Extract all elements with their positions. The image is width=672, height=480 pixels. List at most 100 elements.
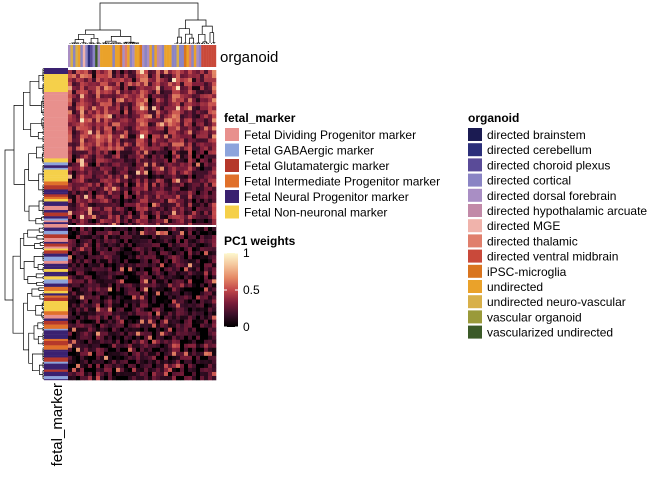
organoid-legend-swatch [468, 219, 482, 233]
heatmap-cell [212, 194, 217, 200]
heatmap-cell [196, 371, 201, 377]
heatmap-cell [112, 146, 117, 151]
heatmap-cell [168, 182, 173, 188]
heatmap-cell [200, 271, 205, 276]
heatmap-cell [156, 122, 161, 127]
heatmap-cell [140, 231, 145, 236]
heatmap-cell [172, 347, 177, 353]
heatmap-cell [108, 194, 113, 200]
heatmap-cell [108, 106, 113, 111]
heatmap-cell [188, 291, 193, 296]
heatmap-cell [124, 206, 129, 212]
heatmap-cell [196, 70, 201, 75]
heatmap-cell [192, 259, 197, 264]
heatmap-cell [152, 247, 157, 252]
heatmap-cell [84, 319, 89, 324]
heatmap-cell [152, 275, 157, 280]
heatmap-cell [168, 174, 173, 180]
heatmap-cell [88, 194, 93, 200]
heatmap-cell [132, 235, 137, 240]
heatmap-cell [120, 351, 125, 357]
heatmap-cell [192, 138, 197, 143]
heatmap-cell [128, 327, 133, 332]
heatmap-cell [68, 150, 73, 155]
heatmap-cell [160, 130, 165, 135]
heatmap-cell [68, 375, 73, 381]
heatmap-cell [92, 110, 97, 115]
organoid-legend-label: undirected neuro-vascular [487, 295, 626, 309]
heatmap-cell [204, 218, 209, 224]
heatmap-cell [92, 210, 97, 216]
heatmap-cell [152, 178, 157, 184]
heatmap-cell [120, 210, 125, 216]
heatmap-cell [116, 235, 121, 240]
heatmap-cell [96, 247, 101, 252]
heatmap-cell [120, 206, 125, 212]
heatmap-cell [140, 174, 145, 180]
heatmap-cell [196, 118, 201, 123]
heatmap-cell [188, 210, 193, 216]
heatmap-cell [164, 182, 169, 188]
heatmap-cell [132, 343, 137, 349]
heatmap-cell [160, 146, 165, 151]
heatmap-cell [184, 158, 189, 163]
heatmap-cell [152, 251, 157, 256]
heatmap-cell [212, 174, 217, 180]
heatmap-cell [148, 311, 153, 316]
heatmap-cell [140, 130, 145, 135]
heatmap-cell [172, 86, 177, 91]
heatmap-cell [208, 323, 213, 328]
heatmap-cell [132, 279, 137, 284]
fetal-marker-annotation-cell [44, 137, 68, 142]
heatmap-cell [148, 202, 153, 208]
heatmap-cell [160, 178, 165, 184]
heatmap-cell [80, 299, 85, 304]
heatmap-cell [120, 307, 125, 312]
heatmap-cell [160, 287, 165, 292]
heatmap-cell [112, 74, 117, 79]
heatmap-cell [88, 70, 93, 75]
heatmap-cell [112, 198, 117, 204]
fetal-marker-annotation-label: fetal_marker [49, 383, 66, 466]
heatmap-cell [192, 279, 197, 284]
heatmap-cell [184, 194, 189, 200]
heatmap-cell [88, 283, 93, 288]
heatmap-cell [200, 311, 205, 316]
heatmap-cell [180, 275, 185, 280]
heatmap-cell [144, 126, 149, 131]
heatmap-cell [176, 255, 181, 260]
heatmap-cell [168, 162, 173, 167]
heatmap-cell [132, 206, 137, 212]
heatmap-cell [168, 218, 173, 224]
heatmap-cell [196, 279, 201, 284]
heatmap-cell [80, 291, 85, 296]
heatmap-cell [132, 287, 137, 292]
heatmap-cell [132, 154, 137, 159]
heatmap-cell [96, 98, 101, 103]
heatmap-cell [176, 114, 181, 119]
heatmap-cell [88, 367, 93, 373]
heatmap-cell [180, 375, 185, 381]
fetal-marker-annotation-cell [44, 371, 68, 377]
heatmap-cell [180, 311, 185, 316]
heatmap-cell [140, 150, 145, 155]
heatmap-cell [172, 130, 177, 135]
heatmap-cell [88, 339, 93, 345]
fetal-marker-annotation-cell [44, 334, 68, 340]
heatmap-cell [80, 327, 85, 332]
heatmap-cell [96, 74, 101, 79]
heatmap-cell [204, 90, 209, 95]
fetal-marker-annotation-cell [44, 212, 68, 217]
heatmap-cell [128, 311, 133, 316]
heatmap-cell [176, 122, 181, 127]
heatmap-cell [120, 218, 125, 224]
heatmap-cell [68, 323, 73, 328]
heatmap-cell [68, 339, 73, 345]
heatmap-cell [100, 118, 105, 123]
heatmap-cell [108, 295, 113, 300]
fetal-marker-annotation-cell [44, 361, 68, 364]
heatmap-cell [192, 86, 197, 91]
heatmap-cell [140, 311, 145, 316]
heatmap-cell [116, 150, 121, 155]
heatmap-cell [72, 162, 77, 167]
